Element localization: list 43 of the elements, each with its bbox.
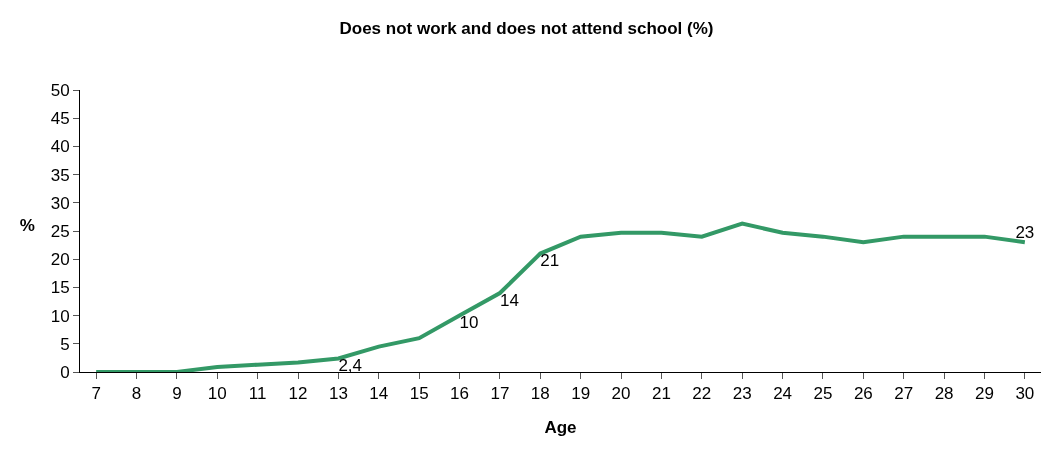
x-tick-label: 20: [611, 384, 631, 404]
x-tick-label: 8: [131, 384, 142, 404]
x-tick-label: 26: [853, 384, 873, 404]
x-tick-label: 19: [571, 384, 591, 404]
x-tick-label: 28: [934, 384, 954, 404]
y-tick-label: 25: [50, 221, 70, 241]
data-label: 10: [459, 313, 479, 333]
y-tick-label: 0: [60, 362, 70, 382]
data-label: 23: [1015, 223, 1035, 243]
x-tick-label: 27: [894, 384, 914, 404]
x-tick-label: 23: [732, 384, 752, 404]
x-tick-label: 25: [813, 384, 833, 404]
x-tick-label: 13: [328, 384, 348, 404]
y-tick-label: 10: [50, 306, 70, 326]
y-axis-title: %: [19, 216, 35, 235]
x-tick-label: 10: [207, 384, 227, 404]
x-tick-label: 14: [369, 384, 389, 404]
y-tick-label: 15: [50, 278, 70, 298]
x-tick-label: 9: [172, 384, 182, 404]
x-tick-label: 29: [975, 384, 994, 404]
y-tick-label: 50: [50, 80, 70, 100]
y-tick-label: 30: [50, 193, 70, 213]
x-tick-label: 16: [450, 384, 470, 404]
data-label: 21: [540, 251, 560, 271]
y-tick-label: 45: [50, 109, 70, 129]
x-tick-label: 17: [490, 384, 510, 404]
x-tick-label: 24: [773, 384, 793, 404]
chart-title: Does not work and does not attend school (%): [339, 19, 714, 39]
x-tick-label: 22: [692, 384, 712, 404]
y-tick-label: 40: [50, 137, 70, 157]
x-tick-label: 18: [530, 384, 550, 404]
x-tick-label: 30: [1015, 384, 1035, 404]
x-axis-title: Age: [544, 418, 577, 437]
data-label: 14: [499, 290, 519, 310]
y-tick-label: 20: [50, 250, 70, 270]
x-tick-label: 12: [288, 384, 308, 404]
x-tick-label: 21: [651, 384, 671, 404]
x-tick-label: 11: [248, 384, 267, 404]
y-tick-label: 5: [60, 334, 70, 354]
x-tick-label: 15: [409, 384, 429, 404]
y-tick-label: 35: [50, 165, 70, 185]
x-tick-label: 7: [91, 384, 101, 404]
data-label: 2,4: [338, 356, 363, 376]
